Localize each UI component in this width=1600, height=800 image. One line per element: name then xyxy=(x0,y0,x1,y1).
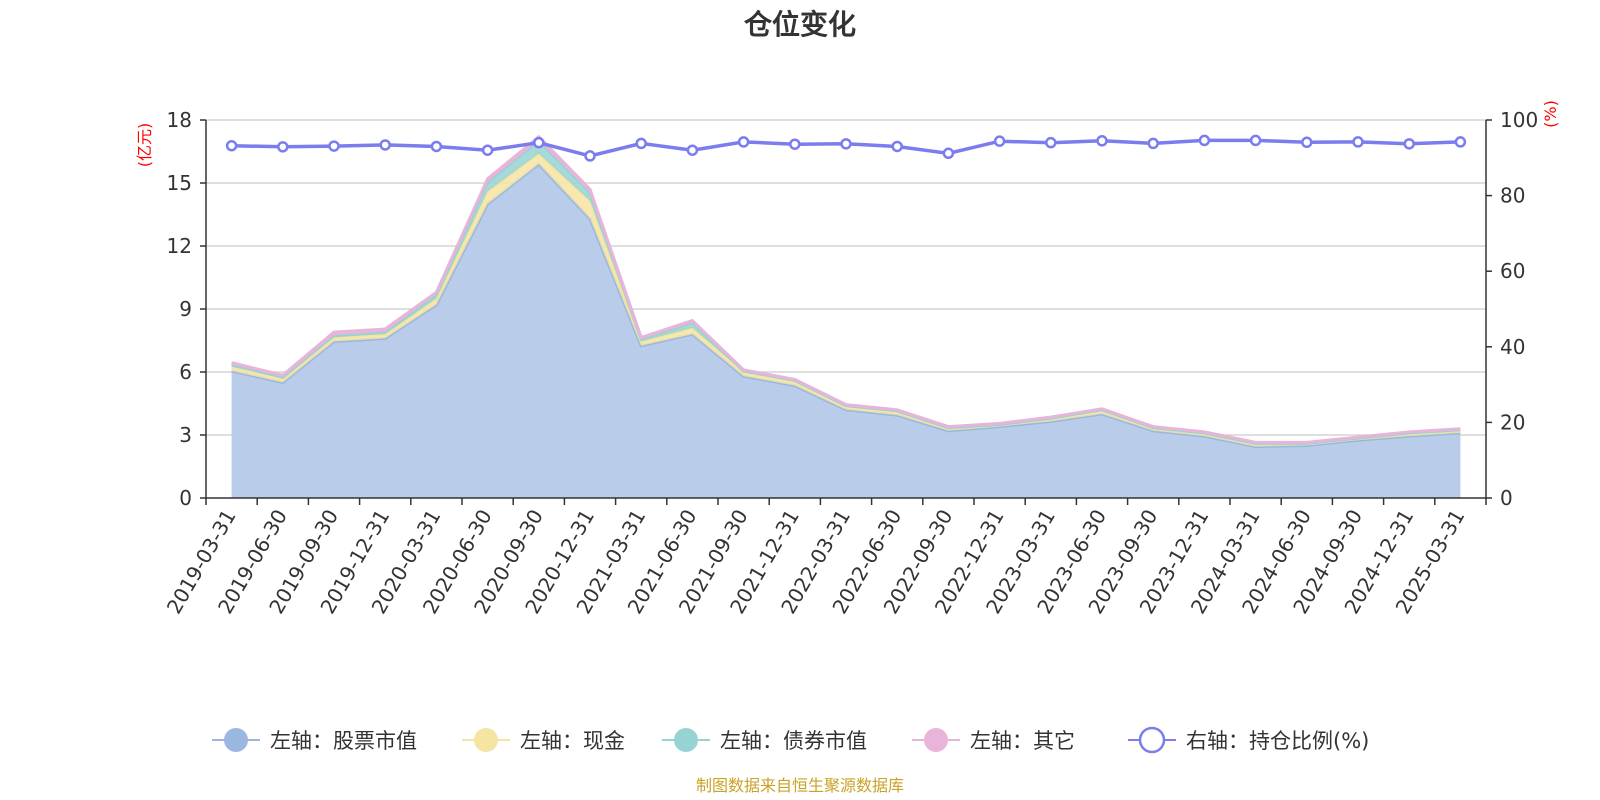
ratio-point xyxy=(1198,134,1211,147)
legend-marker xyxy=(224,728,248,752)
ratio-point xyxy=(533,136,545,149)
legend-item[interactable]: 左轴：现金 xyxy=(462,728,625,753)
right-y-tick-label: 20 xyxy=(1500,410,1525,434)
legend-label: 右轴：持仓比例(%) xyxy=(1186,729,1369,753)
ratio-point xyxy=(686,144,699,156)
ratio-point xyxy=(225,139,238,152)
area-edge-other xyxy=(231,134,1461,444)
ratio-point xyxy=(789,138,801,150)
left-y-tick-labels: 0 3 6 9 12 15 18 xyxy=(167,108,192,510)
ratio-point xyxy=(379,139,391,151)
ratio-point xyxy=(1403,138,1415,150)
ratio-point xyxy=(1301,136,1313,149)
x-tick-labels: 2019-03-312019-06-302019-09-302019-12-31… xyxy=(162,505,1470,618)
left-y-tick-label: 0 xyxy=(179,486,192,510)
legend-item[interactable]: 右轴：持仓比例(%) xyxy=(1128,726,1369,754)
right-y-tick-label: 60 xyxy=(1500,259,1525,283)
ratio-point xyxy=(635,137,647,150)
ratio-point xyxy=(1249,134,1262,147)
axes xyxy=(200,119,1492,505)
ratio-point xyxy=(1352,136,1364,148)
legend-marker xyxy=(924,728,948,752)
ratio-point xyxy=(891,140,903,153)
ratio-point xyxy=(277,141,289,153)
right-y-tick-label: 80 xyxy=(1500,184,1525,208)
left-y-tick-label: 18 xyxy=(167,108,192,132)
ratio-point xyxy=(942,147,955,160)
left-y-tick-label: 15 xyxy=(167,171,192,195)
legend-marker xyxy=(474,728,498,752)
legend-label: 左轴：股票市值 xyxy=(270,729,417,753)
legend-label: 左轴：债券市值 xyxy=(720,729,867,753)
right-axis-unit: (%) xyxy=(1541,100,1560,128)
right-y-tick-label: 100 xyxy=(1500,108,1538,132)
left-y-tick-label: 9 xyxy=(179,297,192,321)
left-y-tick-label: 6 xyxy=(179,360,192,384)
left-axis-unit: (亿元) xyxy=(135,123,154,168)
ratio-point xyxy=(1045,136,1057,149)
legend: 左轴：股票市值 左轴：现金 左轴：债券市值 左轴：其它 右轴：持仓比例(%) xyxy=(212,726,1369,754)
chart-title: 仓位变化 xyxy=(744,8,856,41)
area-stock xyxy=(231,164,1461,498)
legend-label: 左轴：现金 xyxy=(520,729,625,753)
ratio-point xyxy=(481,144,494,156)
left-y-tick-label: 3 xyxy=(179,423,192,447)
legend-item[interactable]: 左轴：股票市值 xyxy=(212,728,417,753)
ratio-point xyxy=(840,138,852,150)
left-y-tick-label: 12 xyxy=(167,234,192,258)
right-y-tick-labels: 0 20 40 60 80 100 xyxy=(1500,108,1538,510)
ratio-point xyxy=(1096,135,1108,147)
ratio-point xyxy=(737,136,750,148)
legend-label: 左轴：其它 xyxy=(970,729,1075,753)
stacked-areas xyxy=(231,134,1461,498)
data-source-note: 制图数据来自恒生聚源数据库 xyxy=(696,776,904,795)
ratio-point xyxy=(1454,136,1467,148)
legend-item[interactable]: 左轴：债券市值 xyxy=(662,728,867,753)
legend-item[interactable]: 左轴：其它 xyxy=(912,728,1075,753)
ratio-point xyxy=(1147,137,1159,150)
legend-marker xyxy=(674,728,698,752)
ratio-point xyxy=(993,135,1006,147)
ratio-line-series xyxy=(225,134,1467,162)
legend-marker xyxy=(1138,726,1166,754)
ratio-point xyxy=(328,140,340,152)
right-y-tick-label: 0 xyxy=(1500,486,1513,510)
right-y-tick-label: 40 xyxy=(1500,335,1525,359)
ratio-point xyxy=(430,140,443,153)
ratio-point xyxy=(584,150,596,162)
